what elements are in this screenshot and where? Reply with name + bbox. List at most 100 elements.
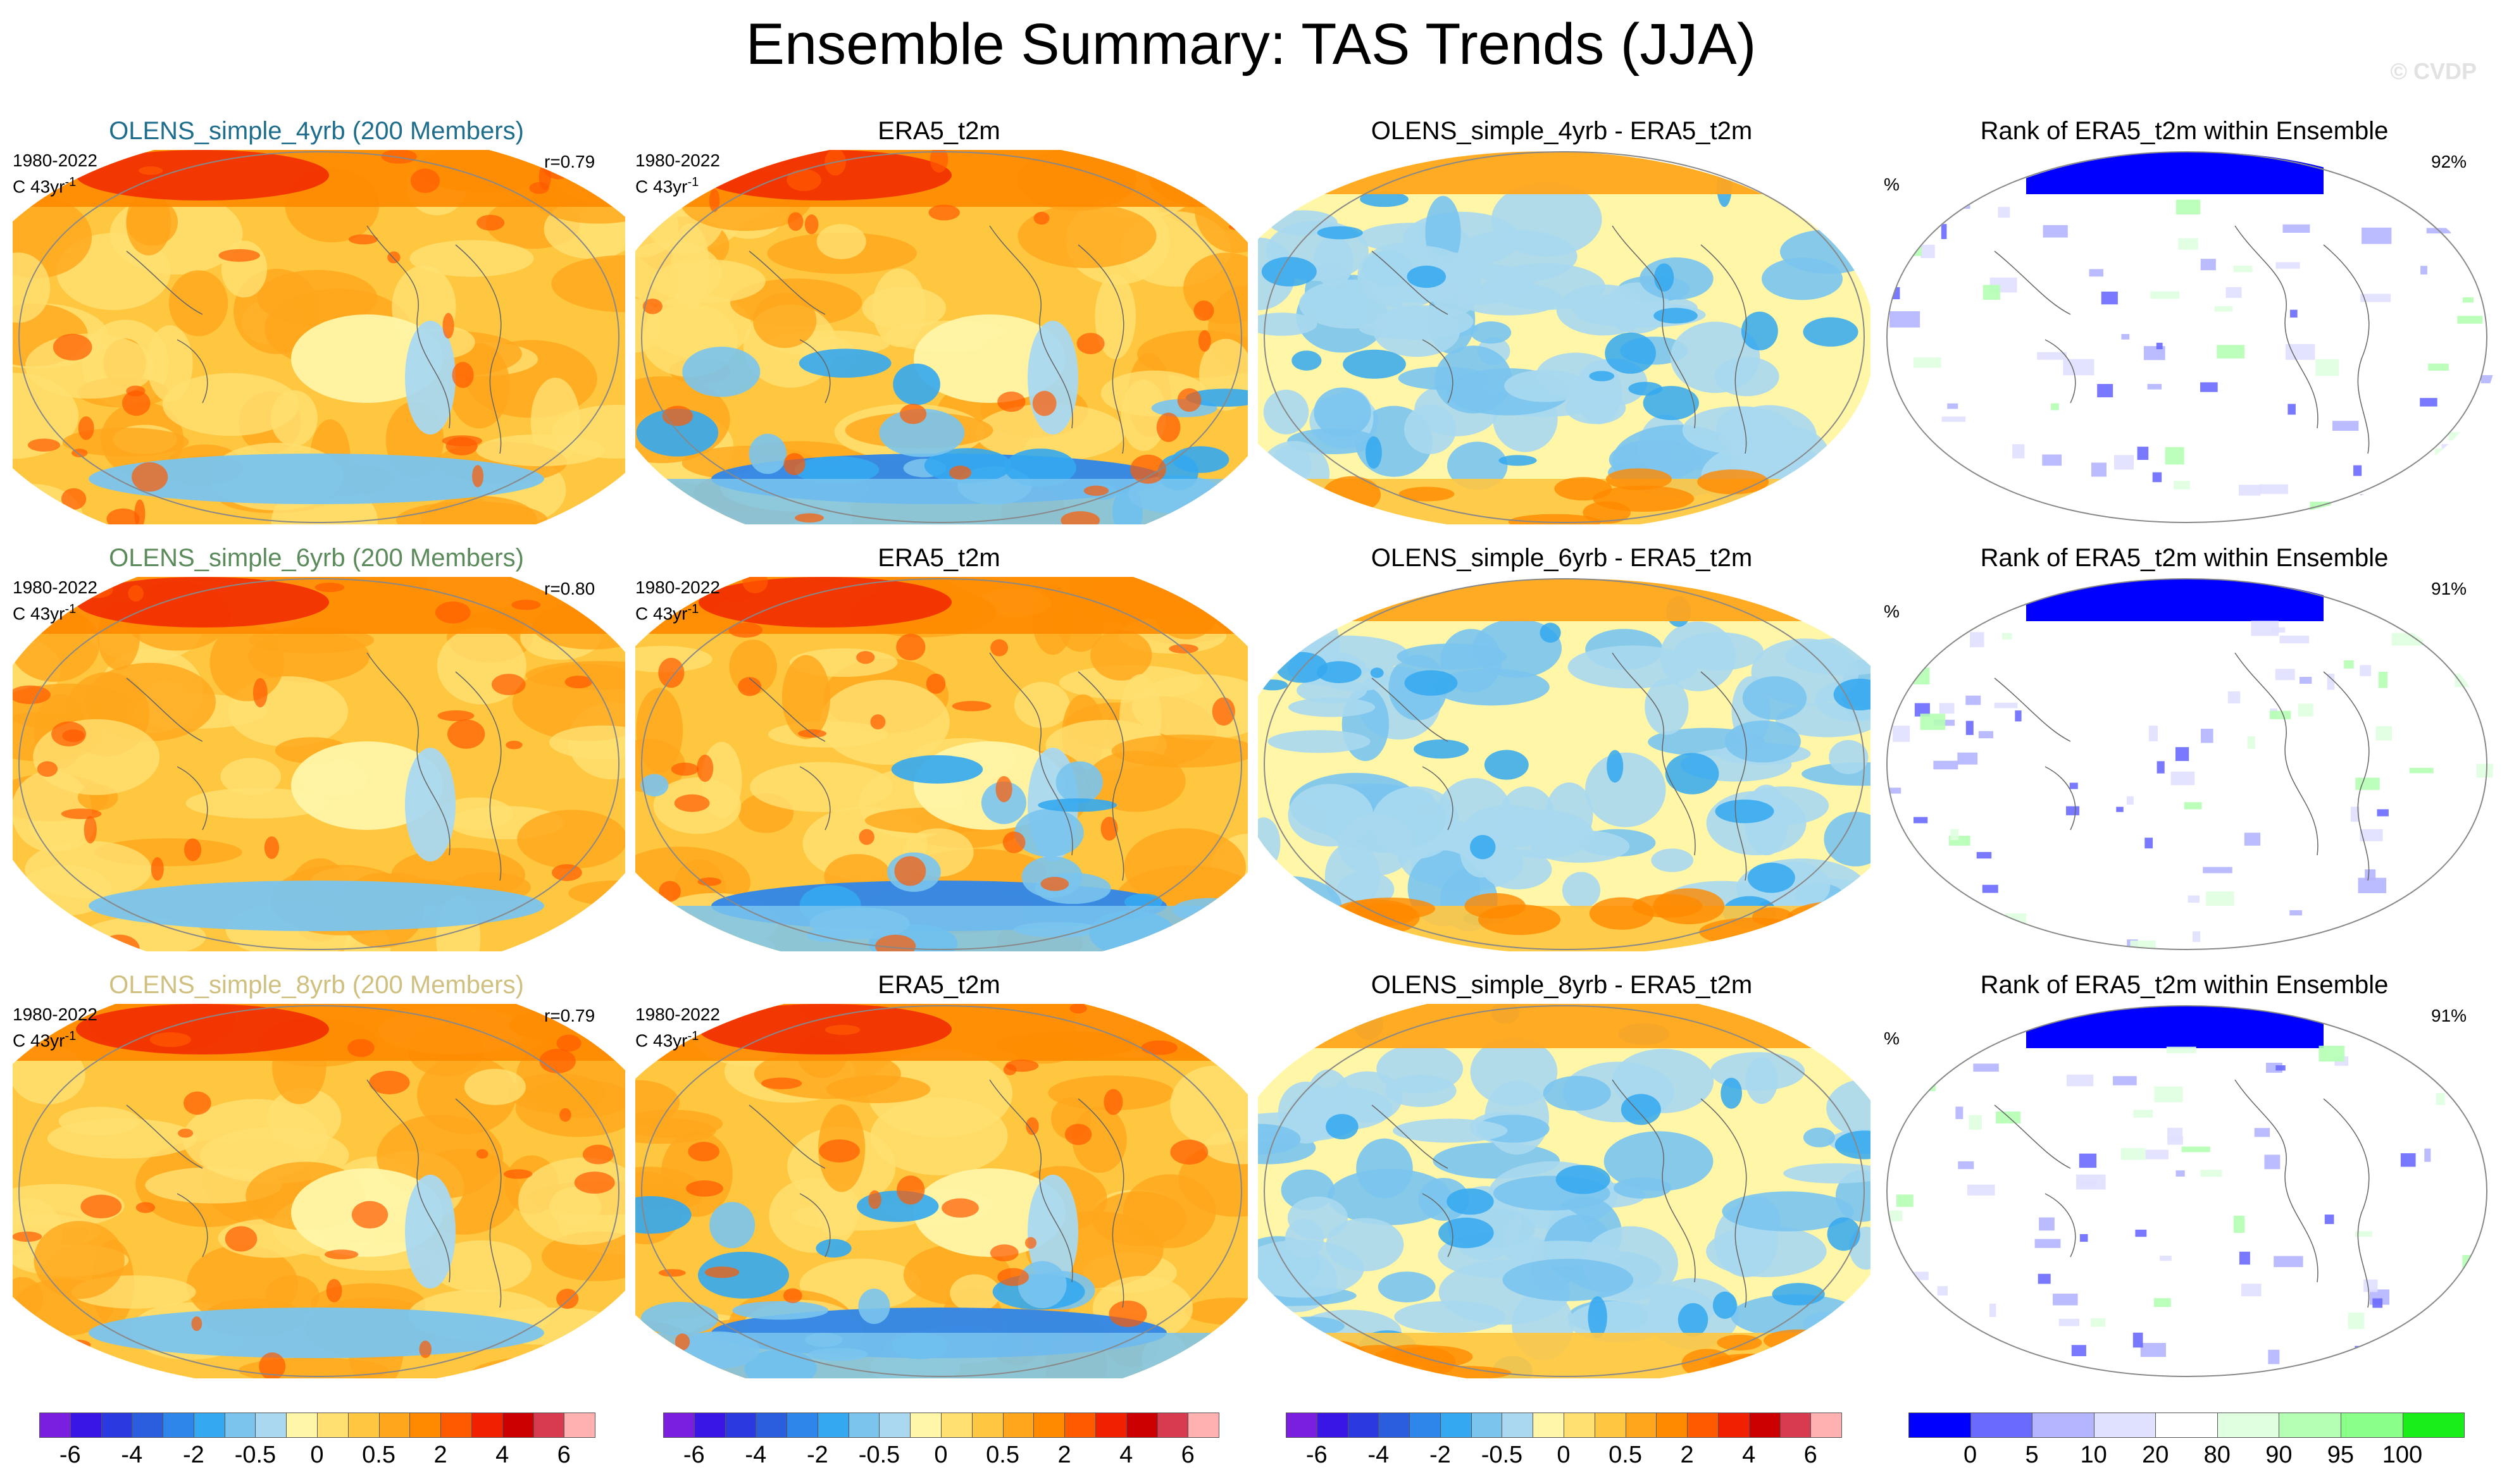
colorbar-box xyxy=(1002,1413,1035,1438)
colorbar-box xyxy=(941,1413,973,1438)
rank-colorbar-tick-label: 20 xyxy=(2142,1442,2169,1468)
colorbar-tick-label: 0 xyxy=(934,1442,948,1468)
colorbar-box xyxy=(193,1413,225,1438)
rank-unit: % xyxy=(1884,602,1900,621)
map-rank xyxy=(1881,1004,2493,1378)
period-label: 1980-2022 C 43yr-1 xyxy=(635,577,720,624)
colorbar-tick-label: 4 xyxy=(1119,1442,1133,1468)
colorbar-box xyxy=(1378,1413,1410,1438)
colorbar-tick-label: -0.5 xyxy=(234,1442,277,1468)
map-ens xyxy=(0,972,673,1389)
units-exponent: -1 xyxy=(687,1029,699,1043)
panel-title-obs: ERA5_t2m xyxy=(878,117,1000,145)
map-rank xyxy=(1881,577,2494,951)
trend-colorbar xyxy=(39,1413,596,1438)
colorbar-box xyxy=(2155,1413,2218,1438)
colorbar-box xyxy=(1440,1413,1472,1438)
panel-title-rank: Rank of ERA5_t2m within Ensemble xyxy=(1980,971,2389,999)
colorbar-box xyxy=(1286,1413,1317,1438)
colorbar-box xyxy=(564,1413,596,1438)
units-exponent: -1 xyxy=(65,175,77,189)
colorbar-box xyxy=(694,1413,726,1438)
colorbar-tick-label: 6 xyxy=(1181,1442,1195,1468)
colorbar-box xyxy=(1347,1413,1379,1438)
units-text: C 43yr-1 xyxy=(13,1025,97,1051)
colorbar-box xyxy=(1687,1413,1719,1438)
colorbar-tick-label: 4 xyxy=(1742,1442,1756,1468)
colorbar-box xyxy=(1409,1413,1441,1438)
colorbar-box xyxy=(2279,1413,2341,1438)
panel-title-diff: OLENS_simple_4yrb - ERA5_t2m xyxy=(1371,117,1753,145)
colorbar-box xyxy=(409,1413,442,1438)
units-base: C 43yr xyxy=(635,176,688,197)
colorbar-box xyxy=(1717,1413,1750,1438)
colorbar-tick-label: -2 xyxy=(1429,1442,1451,1468)
units-exponent: -1 xyxy=(687,602,699,616)
colorbar-box xyxy=(879,1413,911,1438)
trend-colorbar xyxy=(1286,1413,1843,1438)
panel-title-diff: OLENS_simple_6yrb - ERA5_t2m xyxy=(1371,544,1753,572)
colorbar-box xyxy=(725,1413,757,1438)
period-label: 1980-2022 C 43yr-1 xyxy=(13,150,97,197)
colorbar-box xyxy=(317,1413,349,1438)
colorbar-tick-label: 0.5 xyxy=(1609,1442,1642,1468)
units-text: C 43yr-1 xyxy=(13,598,97,624)
colorbar-box xyxy=(1095,1413,1127,1438)
colorbar-box xyxy=(2340,1413,2403,1438)
colorbar-box xyxy=(1656,1413,1688,1438)
rank-colorbar xyxy=(1908,1413,2465,1438)
colorbar-box xyxy=(440,1413,472,1438)
colorbar-box xyxy=(1970,1413,2033,1438)
colorbar-box xyxy=(2032,1413,2094,1438)
rank-percent: 91% xyxy=(2431,1006,2467,1025)
period-label: 1980-2022 C 43yr-1 xyxy=(13,577,97,624)
period-text: 1980-2022 xyxy=(635,1005,720,1024)
rank-colorbar-tick-label: 95 xyxy=(2327,1442,2355,1468)
units-exponent: -1 xyxy=(687,175,699,189)
colorbar-box xyxy=(39,1413,71,1438)
colorbar-box xyxy=(1594,1413,1626,1438)
rank-colorbar-tick-label: 10 xyxy=(2080,1442,2107,1468)
map-obs xyxy=(587,547,1295,972)
credit-watermark: © CVDP xyxy=(2390,58,2477,84)
colorbar-box xyxy=(347,1413,380,1438)
colorbar-box xyxy=(663,1413,695,1438)
period-text: 1980-2022 xyxy=(13,1005,97,1024)
units-text: C 43yr-1 xyxy=(635,171,720,197)
colorbar-box xyxy=(1625,1413,1657,1438)
units-text: C 43yr-1 xyxy=(635,1025,720,1051)
figure-title: Ensemble Summary: TAS Trends (JJA) xyxy=(745,12,1757,77)
panel-title-rank: Rank of ERA5_t2m within Ensemble xyxy=(1980,117,2389,145)
colorbar-tick-label: -2 xyxy=(806,1442,828,1468)
panel-title-obs: ERA5_t2m xyxy=(878,971,1000,999)
colorbar-box xyxy=(163,1413,194,1438)
units-exponent: -1 xyxy=(65,602,77,616)
map-ens xyxy=(0,546,668,979)
colorbar-box xyxy=(286,1413,318,1438)
rank-colorbar-tick-label: 80 xyxy=(2203,1442,2231,1468)
colorbar-box xyxy=(1316,1413,1348,1438)
units-text: C 43yr-1 xyxy=(13,171,97,197)
colorbar-box xyxy=(971,1413,1004,1438)
rank-colorbar-tick-label: 100 xyxy=(2382,1442,2423,1468)
panel-title-ens: OLENS_simple_6yrb (200 Members) xyxy=(109,544,524,572)
colorbar-tick-label: 0 xyxy=(310,1442,324,1468)
colorbar-box xyxy=(848,1413,880,1438)
colorbar-tick-label: -6 xyxy=(59,1442,81,1468)
colorbar-box xyxy=(1188,1413,1220,1438)
colorbar-tick-label: 6 xyxy=(1803,1442,1817,1468)
colorbar-tick-label: 2 xyxy=(1680,1442,1694,1468)
units-base: C 43yr xyxy=(635,1030,688,1051)
colorbar-tick-label: 0 xyxy=(1557,1442,1571,1468)
colorbar-tick-label: -0.5 xyxy=(858,1442,900,1468)
colorbar-tick-label: 0.5 xyxy=(362,1442,395,1468)
colorbar-box xyxy=(1748,1413,1781,1438)
colorbar-box xyxy=(1564,1413,1595,1438)
map-diff xyxy=(1226,989,1900,1386)
pattern-correlation: r=0.80 xyxy=(544,579,595,598)
trend-colorbar xyxy=(663,1413,1220,1438)
colorbar-box xyxy=(1157,1413,1189,1438)
colorbar-tick-label: -4 xyxy=(745,1442,767,1468)
colorbar-box xyxy=(502,1413,534,1438)
